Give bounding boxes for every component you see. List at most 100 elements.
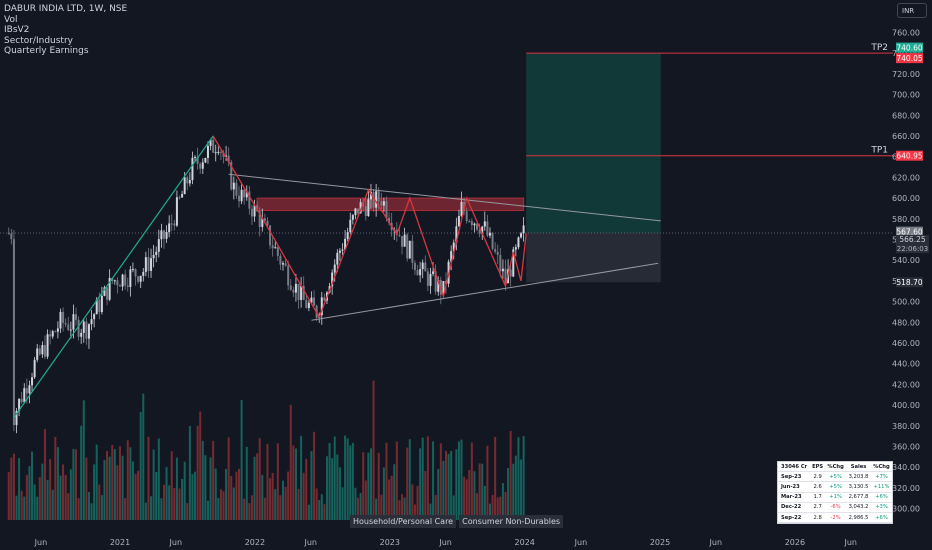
volume-bar	[147, 436, 150, 520]
volume-bar	[116, 465, 119, 520]
candle-body	[481, 226, 484, 234]
volume-bar	[248, 503, 251, 520]
symbol-title[interactable]: DABUR INDIA LTD, 1W, NSE	[4, 4, 128, 14]
volume-bar	[269, 478, 272, 520]
earnings-cell-period: Sep-22	[778, 512, 811, 524]
volume-bar	[380, 494, 383, 520]
volume-bar	[124, 498, 127, 520]
volume-bar	[90, 503, 93, 520]
candle-body	[333, 264, 336, 273]
candle-body	[289, 285, 292, 290]
volume-bar	[173, 488, 176, 520]
candle-body	[142, 271, 145, 276]
volume-pane	[7, 380, 525, 520]
volume-bar	[263, 497, 266, 520]
candle-body	[279, 255, 282, 265]
volume-bar	[31, 451, 34, 520]
earnings-cell-sales-chg: +7%	[870, 471, 892, 483]
stop-zone	[526, 233, 661, 283]
volume-bar	[178, 488, 181, 520]
candle-body	[351, 215, 354, 220]
volume-bar	[460, 439, 463, 520]
volume-bar	[429, 503, 432, 520]
volume-bar	[325, 456, 328, 520]
volume-bar	[488, 503, 491, 520]
volume-bar	[315, 488, 318, 520]
candle-body	[403, 234, 406, 247]
volume-bar	[250, 495, 253, 520]
volume-bar	[284, 486, 287, 520]
earnings-cell-eps: 2.9	[810, 471, 826, 483]
volume-bar	[313, 431, 316, 520]
volume-bar	[183, 461, 186, 520]
volume-bar	[491, 494, 494, 520]
candle-body	[95, 299, 98, 315]
candle-body	[90, 319, 93, 325]
volume-bar	[64, 474, 67, 520]
price-label-text: 740.05	[896, 54, 922, 63]
indicator-ibsv2[interactable]: IBsV2	[4, 25, 30, 35]
candle-body	[468, 221, 471, 223]
candle-body	[504, 268, 507, 284]
volume-bar	[232, 487, 235, 520]
indicator-sector-industry[interactable]: Sector/Industry	[4, 35, 73, 46]
candle-body	[346, 232, 349, 239]
volume-bar	[36, 496, 39, 520]
earnings-row: Mar-23 1.7 +1% 2,677.8 +6%	[778, 492, 892, 503]
wedge-upper-line	[228, 173, 661, 222]
volume-bar	[75, 449, 78, 520]
candle-body	[15, 411, 18, 426]
candle-body	[214, 152, 217, 154]
sector-tags: Household/Personal Care Consumer Non-Dur…	[350, 515, 564, 528]
volume-bar	[354, 487, 357, 520]
price-tick-label: 340.00	[892, 463, 920, 472]
candle-body	[331, 272, 334, 287]
volume-bar	[509, 430, 512, 520]
candle-body	[300, 285, 303, 300]
volume-bar	[235, 471, 238, 520]
candle-body	[452, 242, 455, 252]
candle-body	[416, 270, 419, 276]
indicator-vol[interactable]: Vol	[4, 14, 18, 25]
volume-bar	[279, 495, 282, 520]
price-tick-label: 480.00	[892, 318, 920, 327]
candle-body	[54, 331, 57, 333]
candle-body	[375, 191, 378, 208]
volume-bar	[134, 473, 137, 520]
volume-bar	[72, 448, 75, 520]
volume-bar	[59, 475, 62, 520]
candle-body	[204, 157, 207, 163]
price-tick-label: 760.00	[892, 29, 920, 38]
candle-body	[269, 225, 272, 246]
volume-bar	[307, 504, 310, 520]
volume-bar	[222, 491, 225, 520]
volume-bar	[142, 393, 145, 520]
candle-body	[77, 319, 80, 337]
candle-body	[310, 297, 313, 303]
volume-bar	[437, 469, 440, 520]
currency-button[interactable]: INR	[897, 3, 927, 18]
volume-bar	[426, 436, 429, 520]
earnings-cell-period: Jun-23	[778, 481, 811, 493]
volume-bar	[413, 504, 416, 520]
current-price-text: 566.25	[899, 235, 925, 244]
candle-body	[297, 283, 300, 300]
volume-bar	[67, 493, 70, 520]
volume-bar	[382, 467, 385, 520]
candle-body	[512, 249, 515, 277]
volume-bar	[194, 471, 197, 520]
candle-body	[408, 240, 411, 259]
candle-body	[80, 332, 83, 337]
price-label-text: 567.60	[896, 228, 922, 237]
volume-bar	[468, 469, 471, 520]
earnings-cell-sales-chg: +11%	[870, 481, 892, 493]
volume-bar	[56, 447, 59, 520]
volume-bar	[38, 477, 41, 520]
indicator-quarterly-earnings[interactable]: Quarterly Earnings	[4, 46, 89, 56]
volume-bar	[126, 440, 129, 520]
candle-body	[69, 329, 72, 331]
target-zone	[526, 53, 661, 234]
volume-bar	[240, 399, 243, 520]
candle-body	[411, 240, 414, 263]
